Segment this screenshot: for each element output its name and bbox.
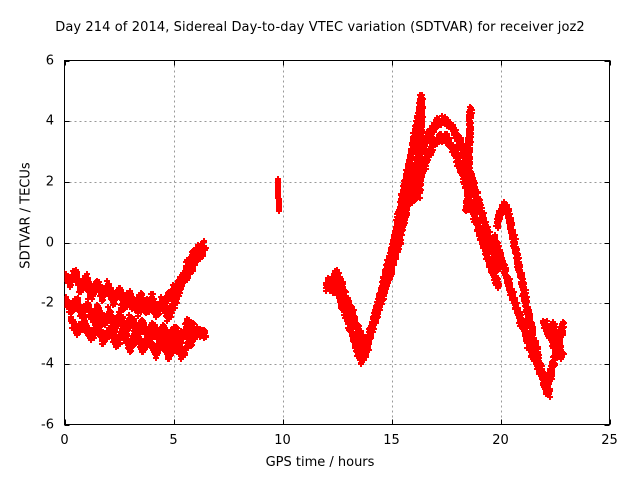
gridlines xyxy=(64,60,610,425)
x-tick-label: 10 xyxy=(274,432,291,448)
data-points xyxy=(64,92,567,400)
y-tick-label: -2 xyxy=(41,295,54,311)
x-tick-label: 20 xyxy=(492,432,509,448)
plot-frame xyxy=(64,60,610,425)
scatter-markers xyxy=(64,92,567,400)
x-tick-label: 0 xyxy=(60,432,69,448)
y-tick-label: -4 xyxy=(41,356,54,372)
y-axis-label: SDTVAR / TECUs xyxy=(18,162,34,269)
x-axis-label: GPS time / hours xyxy=(265,455,375,470)
y-tick-label: 4 xyxy=(45,113,54,129)
x-tick-label: 25 xyxy=(601,432,618,448)
y-tick-label: 6 xyxy=(45,53,54,68)
y-tick-label: -6 xyxy=(41,417,54,432)
y-tick-label: 0 xyxy=(45,235,54,250)
y-tick-label: 2 xyxy=(45,174,54,190)
x-tick-label: 15 xyxy=(383,432,400,448)
x-tick-label: 5 xyxy=(169,432,178,448)
page-title: Day 214 of 2014, Sidereal Day-to-day VTE… xyxy=(55,20,585,35)
